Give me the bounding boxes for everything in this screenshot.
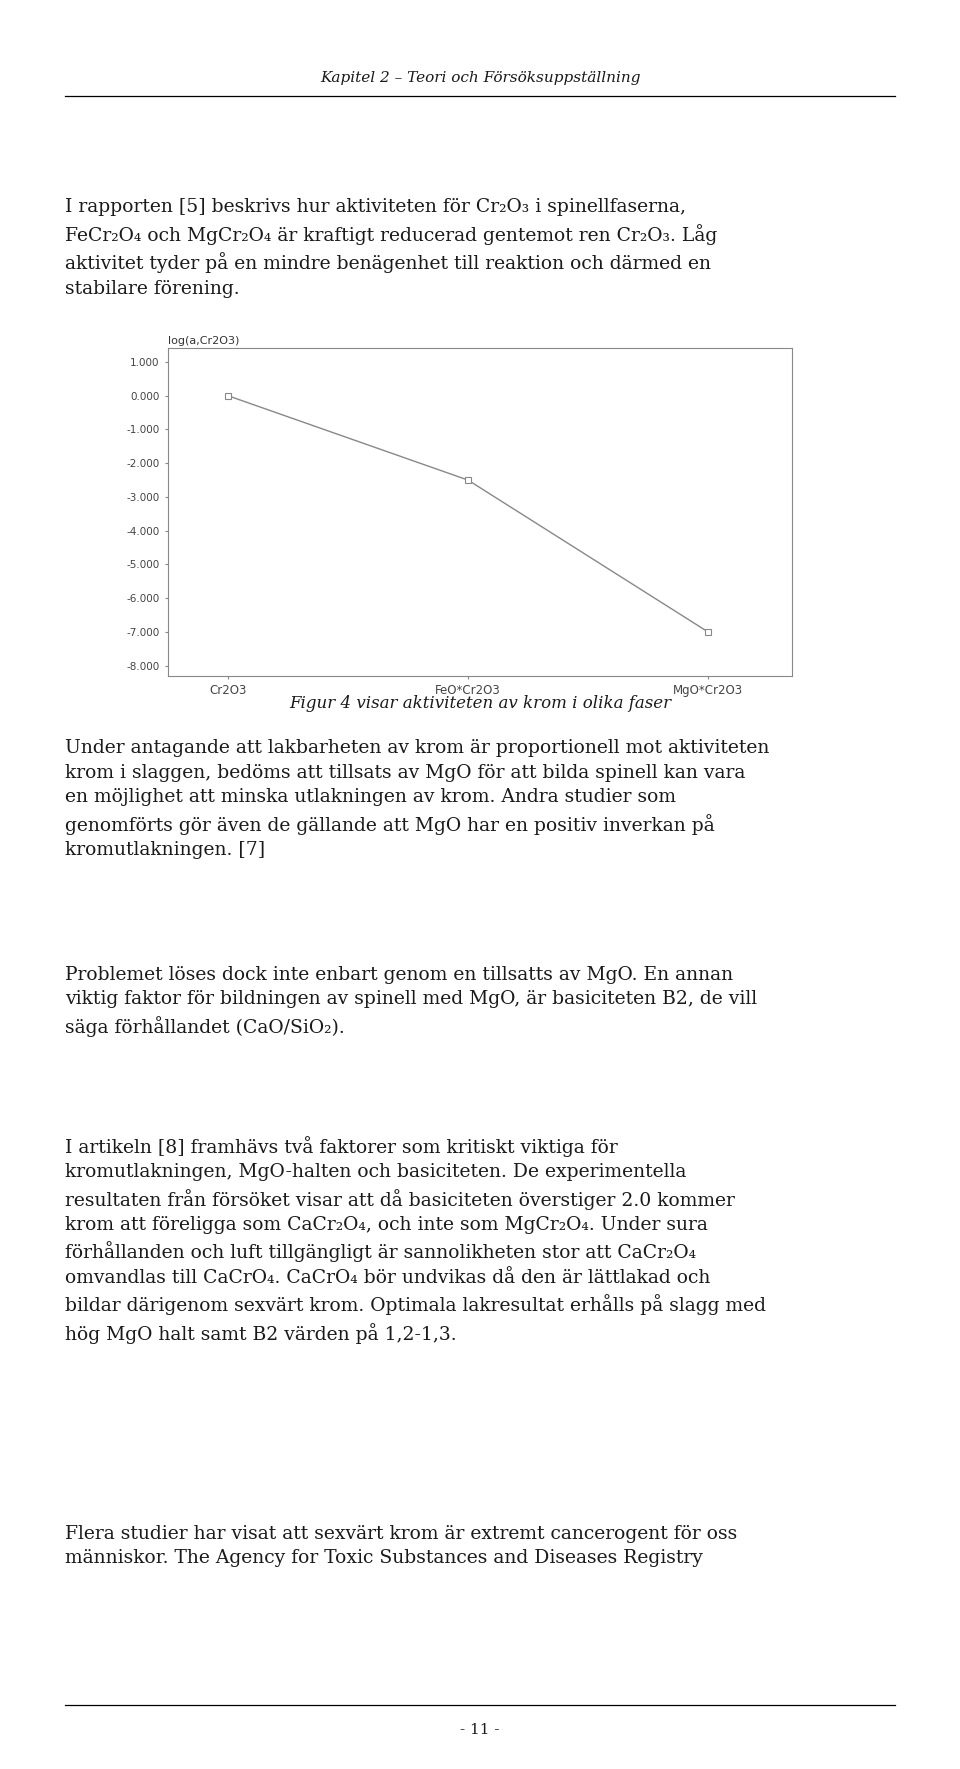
Text: log(a,Cr2O3): log(a,Cr2O3) xyxy=(168,336,239,347)
Text: I artikeln [8] framhävs två faktorer som kritiskt viktiga för
kromutlakningen, M: I artikeln [8] framhävs två faktorer som… xyxy=(65,1136,766,1344)
Text: - 11 -: - 11 - xyxy=(460,1723,500,1737)
Text: Problemet löses dock inte enbart genom en tillsatts av MgO. En annan
viktig fakt: Problemet löses dock inte enbart genom e… xyxy=(65,966,757,1037)
Text: Under antagande att lakbarheten av krom är proportionell mot aktiviteten
krom i : Under antagande att lakbarheten av krom … xyxy=(65,739,770,860)
Text: Kapitel 2 – Teori och Försöksuppställning: Kapitel 2 – Teori och Försöksuppställnin… xyxy=(320,71,640,85)
Text: Flera studier har visat att sexvärt krom är extremt cancerogent för oss
människo: Flera studier har visat att sexvärt krom… xyxy=(65,1525,737,1567)
Text: Figur 4 visar aktiviteten av krom i olika faser: Figur 4 visar aktiviteten av krom i olik… xyxy=(289,695,671,713)
Text: I rapporten [5] beskrivs hur aktiviteten för Cr₂O₃ i spinellfaserna,
FeCr₂O₄ och: I rapporten [5] beskrivs hur aktiviteten… xyxy=(65,198,717,297)
